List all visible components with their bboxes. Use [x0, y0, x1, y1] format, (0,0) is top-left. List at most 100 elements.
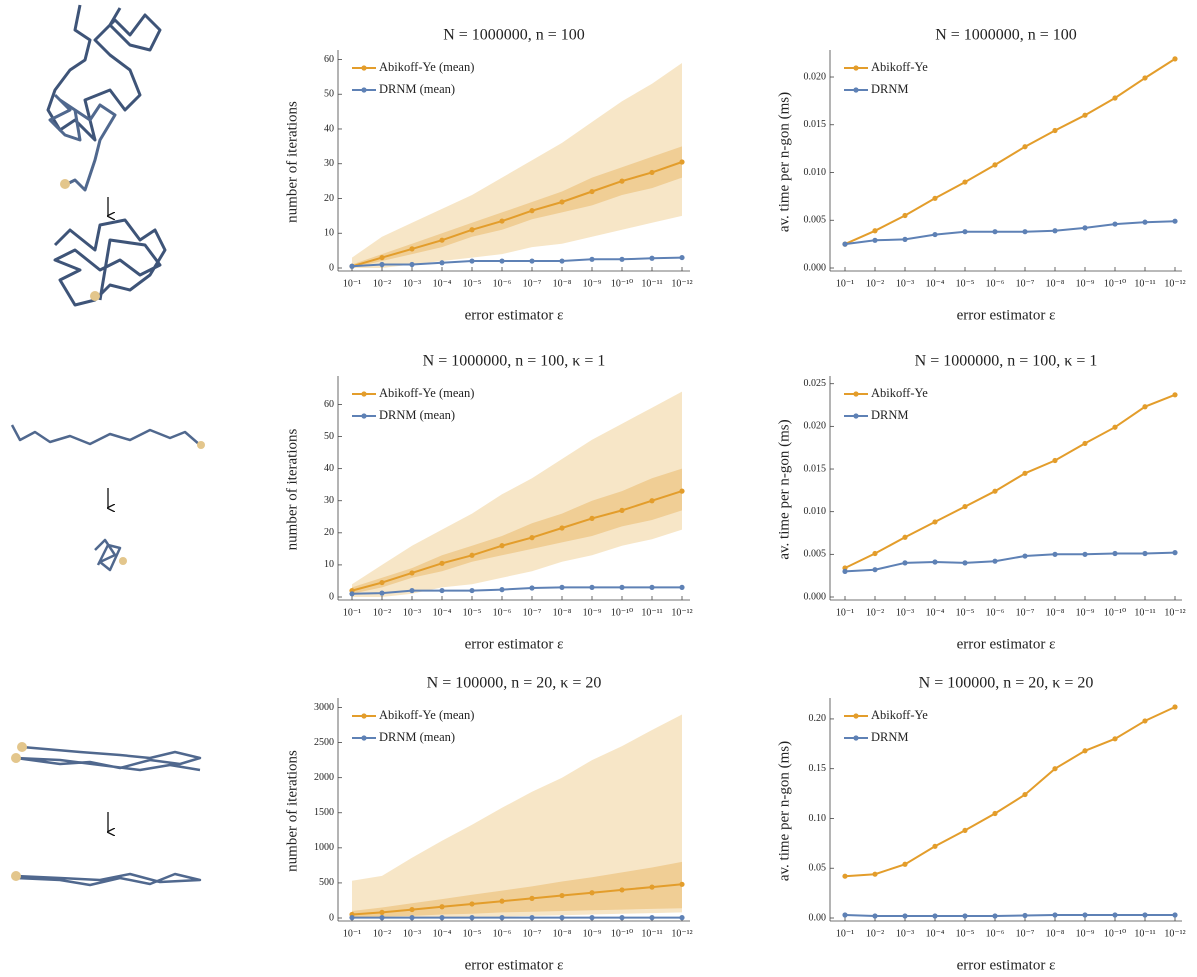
legend-swatch-dot [361, 735, 366, 740]
x-tick-label: 10⁻⁴ [433, 928, 452, 939]
data-point [529, 585, 534, 590]
x-tick-label: 10⁻¹² [1164, 928, 1185, 939]
chart-title: N = 100000, n = 20, κ = 20 [919, 675, 1094, 692]
x-tick-label: 10⁻⁶ [986, 928, 1005, 939]
data-point [619, 887, 624, 892]
data-point [439, 915, 444, 920]
y-tick-label: 50 [324, 431, 334, 442]
data-point [1112, 95, 1117, 100]
data-point [962, 560, 967, 565]
y-tick-label: 0.20 [809, 713, 827, 724]
data-point [1052, 458, 1057, 463]
x-tick-label: 10⁻² [373, 928, 391, 939]
data-point [1142, 912, 1147, 917]
data-point [649, 915, 654, 920]
data-point [469, 258, 474, 263]
data-point [619, 508, 624, 513]
data-point [649, 256, 654, 261]
legend-swatch-dot [361, 65, 366, 70]
legend-swatch-dot [853, 713, 858, 718]
x-tick-label: 10⁻⁹ [1076, 278, 1095, 289]
data-point [409, 588, 414, 593]
legend-swatch-dot [853, 413, 858, 418]
x-tick-label: 10⁻¹⁰ [611, 607, 633, 618]
x-axis-label: error estimator ε [465, 307, 564, 323]
legend-label: Abikoff-Ye (mean) [379, 60, 474, 74]
data-point [409, 907, 414, 912]
x-tick-label: 10⁻² [866, 607, 884, 618]
y-axis-label: number of iterations [284, 750, 300, 872]
y-axis-label: number of iterations [284, 429, 300, 551]
data-point [529, 896, 534, 901]
y-axis-label: av. time per n-gon (ms) [776, 419, 792, 559]
y-tick-label: 0 [329, 591, 334, 602]
y-tick-label: 0.000 [804, 262, 827, 273]
x-tick-label: 10⁻⁸ [553, 607, 572, 618]
legend-label: Abikoff-Ye [871, 60, 928, 74]
data-point [679, 489, 684, 494]
data-point [872, 238, 877, 243]
data-point [529, 208, 534, 213]
x-tick-label: 10⁻¹¹ [1134, 928, 1155, 939]
data-point [902, 213, 907, 218]
data-point [349, 915, 354, 920]
y-tick-label: 2500 [314, 737, 334, 748]
x-tick-label: 10⁻⁴ [926, 607, 945, 618]
x-tick-label: 10⁻¹ [343, 607, 361, 618]
data-point [559, 893, 564, 898]
y-tick-label: 0 [329, 912, 334, 923]
chart-title: N = 100000, n = 20, κ = 20 [427, 675, 602, 692]
data-point [439, 561, 444, 566]
y-tick-label: 0.000 [804, 591, 827, 602]
y-tick-label: 3000 [314, 702, 334, 713]
polygon-sketch [16, 874, 200, 885]
y-tick-label: 0.015 [804, 463, 827, 474]
legend-label: Abikoff-Ye [871, 708, 928, 722]
y-tick-label: 60 [324, 399, 334, 410]
data-point [529, 915, 534, 920]
data-point [379, 915, 384, 920]
data-point [842, 569, 847, 574]
x-tick-label: 10⁻⁷ [1016, 928, 1035, 939]
x-tick-label: 10⁻¹ [836, 278, 854, 289]
polygon-sketch [12, 425, 200, 445]
y-tick-label: 0.15 [809, 763, 827, 774]
data-point [439, 238, 444, 243]
x-tick-label: 10⁻⁴ [433, 278, 452, 289]
legend-label: DRNM (mean) [379, 82, 455, 96]
y-tick-label: 1000 [314, 842, 334, 853]
x-tick-label: 10⁻⁹ [583, 928, 602, 939]
legend-label: DRNM [871, 82, 909, 96]
y-tick-label: 0.05 [809, 863, 827, 874]
data-point [649, 885, 654, 890]
legend-label: Abikoff-Ye [871, 386, 928, 400]
data-point [529, 535, 534, 540]
data-point [1022, 913, 1027, 918]
data-point [1022, 229, 1027, 234]
data-point [1022, 144, 1027, 149]
data-point [529, 258, 534, 263]
polygon-vertex [119, 557, 127, 565]
y-tick-label: 10 [324, 559, 334, 570]
legend-swatch-dot [853, 65, 858, 70]
y-tick-label: 0.020 [804, 421, 827, 432]
data-point [962, 504, 967, 509]
data-point [1052, 766, 1057, 771]
data-point [409, 262, 414, 267]
x-tick-label: 10⁻⁷ [1016, 278, 1035, 289]
polygon-sketch [55, 220, 165, 305]
x-tick-label: 10⁻¹² [671, 278, 692, 289]
legend-swatch-dot [361, 87, 366, 92]
data-point [1052, 128, 1057, 133]
data-point [1142, 551, 1147, 556]
data-point [469, 227, 474, 232]
data-point [1112, 221, 1117, 226]
data-point [902, 862, 907, 867]
data-point [992, 811, 997, 816]
y-tick-label: 0.10 [809, 813, 827, 824]
data-point [842, 874, 847, 879]
data-point [872, 228, 877, 233]
x-tick-label: 10⁻¹⁰ [611, 928, 633, 939]
x-tick-label: 10⁻⁴ [926, 928, 945, 939]
x-tick-label: 10⁻¹⁰ [1104, 278, 1126, 289]
